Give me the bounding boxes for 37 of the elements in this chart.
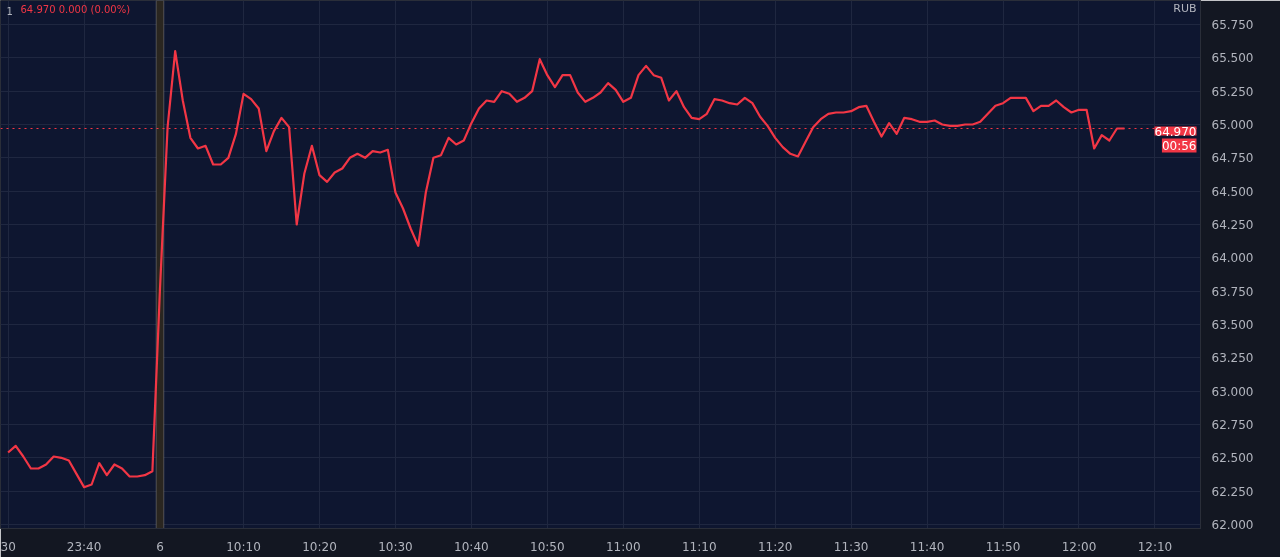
x-tick-label: 10:40 [454, 539, 489, 554]
y-tick-label: 62.750 [1211, 418, 1254, 432]
y-tick-label: 65.750 [1211, 18, 1254, 32]
y-tick-label: 65.000 [1211, 118, 1254, 132]
y-tick-label: 64.500 [1211, 184, 1254, 199]
x-tick-label: 11:00 [605, 539, 641, 554]
x-tick-label: 11:50 [985, 539, 1021, 554]
x-tick-label: 11:20 [757, 539, 793, 554]
y-tick-label: 62.000 [1211, 518, 1254, 532]
text: 1 [6, 5, 13, 17]
x-tick-label: 11:10 [681, 539, 717, 554]
chart-subtitle: 64.970 0.000 (0.00%) [20, 3, 131, 15]
x-tick-label: 10:10 [226, 539, 261, 554]
ref-line-label: 64.970 [1154, 124, 1197, 139]
y-tick-label: 63.250 [1211, 351, 1254, 366]
x-tick-label: 12:00 [1061, 539, 1097, 554]
y-tick-label: 63.500 [1211, 318, 1254, 332]
x-tick-label: 23:40 [66, 539, 102, 554]
y-tick-label: 62.250 [1211, 484, 1254, 499]
x-tick-label: 10:50 [530, 539, 565, 554]
y-tick-label: 64.750 [1211, 151, 1254, 166]
x-tick-label: 6 [156, 539, 164, 554]
x-tick-label: 30 [0, 539, 16, 554]
y-tick-label: 65.500 [1211, 51, 1254, 66]
x-tick-label: 10:20 [302, 539, 337, 554]
x-tick-label: 11:30 [833, 539, 869, 554]
y-tick-label: 63.750 [1211, 284, 1254, 299]
annotation: 00:56 [1161, 138, 1197, 153]
y-tick-label: 63.000 [1211, 384, 1254, 399]
x-tick-label: 11:40 [909, 539, 945, 554]
y-axis-title: RUB [1173, 1, 1197, 15]
y-tick-label: 65.250 [1211, 84, 1254, 99]
y-tick-label: 64.250 [1211, 218, 1254, 232]
x-tick-label: 10:30 [378, 539, 413, 554]
y-tick-label: 62.500 [1211, 451, 1254, 466]
y-tick-label: 64.000 [1211, 251, 1254, 266]
x-tick-label: 12:10 [1137, 539, 1173, 554]
